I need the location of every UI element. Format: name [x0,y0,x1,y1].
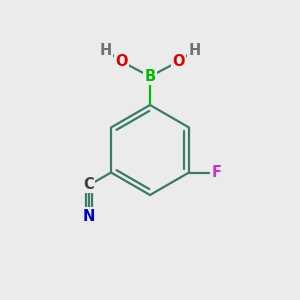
Text: H: H [188,43,200,58]
Text: C: C [84,177,94,192]
Text: O: O [172,54,185,69]
Text: O: O [115,54,128,69]
Text: F: F [211,165,221,180]
Text: N: N [83,208,95,224]
Text: H: H [100,43,112,58]
Text: B: B [144,69,156,84]
